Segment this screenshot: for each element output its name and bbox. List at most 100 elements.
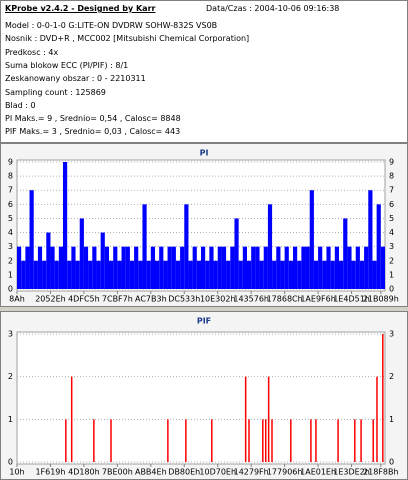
app-title: KProbe v2.4.2 - Designed by Karr [5, 4, 156, 13]
bar [155, 260, 160, 289]
x-tick-label: 4DFC5h [68, 295, 100, 304]
bar [259, 260, 264, 289]
y-tick-label: 3 [8, 242, 13, 251]
bar [192, 246, 197, 289]
bar [359, 260, 365, 289]
x-tick-label: 14279Fh [234, 468, 269, 477]
bar [138, 260, 143, 289]
chart-title: PIF [197, 317, 211, 326]
x-tick-label: 1AE9F6h [300, 295, 335, 304]
y-tick-label: 8 [8, 172, 13, 181]
bar [326, 246, 331, 289]
bar [175, 260, 181, 289]
x-tick-label: 10D70Eh [199, 468, 236, 477]
bar [280, 260, 285, 289]
bar [263, 246, 268, 289]
y-tick-label: 1 [8, 270, 13, 279]
y-tick-label: 8 [389, 172, 394, 181]
bar [368, 190, 373, 289]
bar [109, 260, 114, 289]
bar [264, 419, 267, 462]
x-tick-label: 177906h [267, 468, 303, 477]
x-tick-label: 7BE00h [102, 468, 133, 477]
bar [159, 246, 164, 289]
x-tick-label: 1AE01Eh [300, 468, 336, 477]
y-tick-label: 1 [8, 415, 13, 424]
bar [380, 246, 385, 289]
bar [355, 246, 360, 289]
bar [83, 246, 89, 289]
bar [267, 204, 273, 289]
bar [125, 246, 130, 289]
x-tick-label: AC7B3h [135, 295, 167, 304]
x-tick-label: 2052Eh [35, 295, 65, 304]
bar [171, 246, 176, 289]
bar [351, 260, 356, 289]
y-tick-label: 5 [8, 214, 13, 223]
bar [188, 260, 193, 289]
bar [293, 246, 298, 289]
x-tick-label: 1F619h [35, 468, 65, 477]
x-tick-label: 21B089h [363, 295, 399, 304]
bar [248, 419, 250, 462]
bar [42, 260, 47, 289]
bar [33, 260, 38, 289]
bar [372, 419, 374, 462]
bar [313, 260, 319, 289]
bar [29, 190, 34, 289]
bar [150, 246, 155, 289]
bar [267, 376, 270, 462]
bar [238, 260, 243, 289]
y-tick-label: 5 [389, 214, 394, 223]
bar [58, 246, 63, 289]
bar [93, 419, 95, 462]
bar [100, 232, 105, 289]
bar [347, 246, 352, 289]
bar [213, 260, 218, 289]
bar [46, 232, 51, 289]
x-tick-label: DC533h [168, 295, 200, 304]
bar [209, 246, 214, 289]
header: KProbe v2.4.2 - Designed by Karr Data/Cz… [0, 0, 408, 143]
bar [276, 246, 281, 289]
bar [88, 260, 93, 289]
datetime: Data/Czas : 2004-10-06 09:16:38 [206, 4, 340, 13]
bar [50, 246, 55, 289]
x-tick-label: 8Ah [9, 295, 25, 304]
chart-title: PI [200, 149, 209, 158]
bar [372, 260, 377, 289]
bar [63, 162, 68, 289]
bar [25, 246, 30, 289]
bar [376, 376, 378, 462]
y-tick-label: 0 [389, 458, 394, 467]
bar [146, 260, 151, 289]
y-tick-label: 3 [389, 242, 394, 251]
y-tick-label: 2 [8, 256, 13, 265]
y-tick-label: 4 [8, 228, 13, 237]
info-line: Suma blokow ECC (PI/PIF) : 8/1 [5, 60, 129, 70]
y-tick-label: 7 [389, 186, 394, 195]
y-tick-label: 2 [389, 372, 394, 381]
bar [211, 419, 213, 462]
bar [21, 260, 26, 289]
y-tick-label: 4 [389, 228, 394, 237]
bar [309, 190, 314, 289]
x-tick-label: 17868Ch [267, 295, 303, 304]
bar [205, 260, 210, 289]
x-tick-label: 4D180h [68, 468, 100, 477]
bar [185, 419, 187, 462]
y-tick-label: 0 [8, 285, 13, 294]
bar [315, 419, 317, 462]
bar [54, 260, 59, 289]
x-tick-label: 1E3DE2h [333, 468, 370, 477]
bar [318, 246, 323, 289]
bar [244, 376, 247, 462]
bar [121, 246, 126, 289]
y-tick-label: 1 [389, 415, 394, 424]
info-line: PIF Maks.= 3 , Srednio= 0,03 , Calosc= 4… [5, 127, 181, 137]
x-tick-label: DB80Eh [168, 468, 200, 477]
bar [70, 376, 73, 462]
bar [163, 260, 168, 289]
bar [110, 419, 112, 462]
y-tick-label: 3 [8, 330, 13, 339]
